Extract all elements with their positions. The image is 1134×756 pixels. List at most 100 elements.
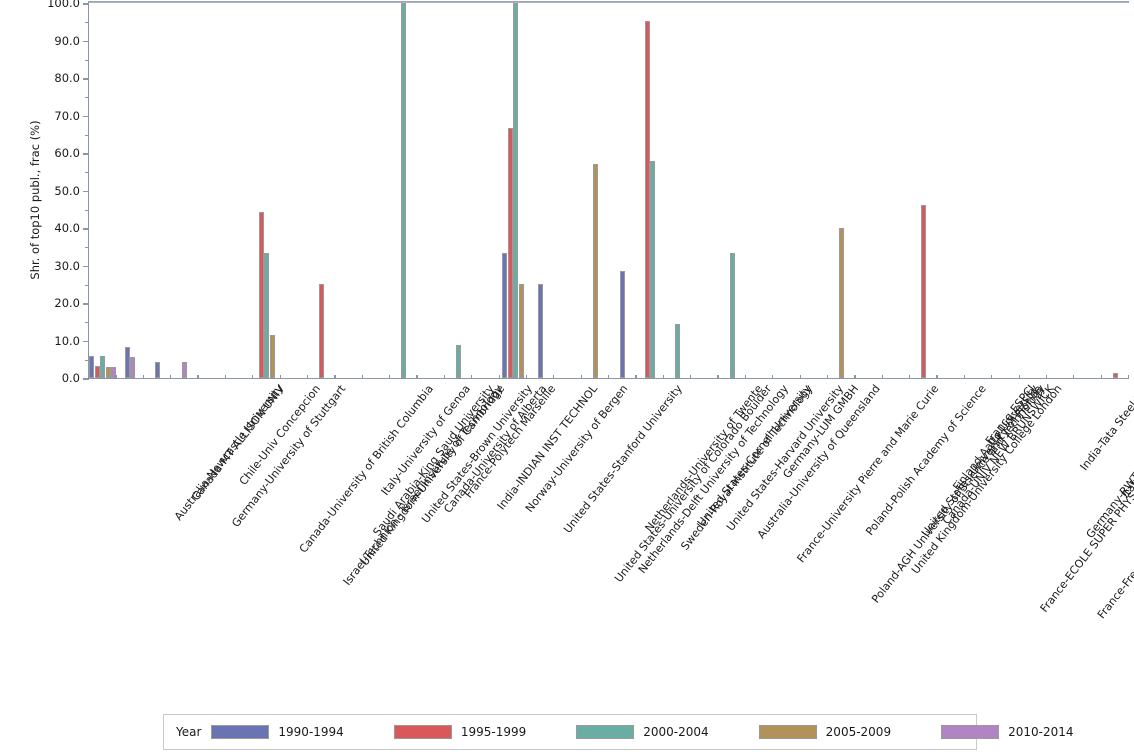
bar[interactable] [130, 357, 136, 378]
x-tick [826, 375, 829, 379]
bar[interactable] [182, 361, 188, 378]
bar-group [801, 4, 828, 378]
legend-label: 1995-1999 [460, 725, 527, 739]
bar[interactable] [839, 228, 845, 378]
bar[interactable] [455, 344, 461, 378]
bar-group [527, 4, 554, 378]
bar-group [1047, 4, 1074, 378]
y-axis-title-text: Shr. of top10 publ., frac (%) [28, 120, 42, 280]
bar-group [1074, 4, 1101, 378]
legend-title: Year [176, 725, 202, 739]
bar-group [609, 4, 636, 378]
bar-group [500, 3, 527, 378]
bar[interactable] [154, 362, 160, 378]
y-tick-label: 70.0 [54, 108, 80, 123]
bar[interactable] [105, 366, 111, 378]
bar-group [363, 4, 390, 378]
x-tick [389, 375, 391, 379]
x-tick [361, 375, 363, 379]
legend-label: 1990-1994 [278, 725, 344, 739]
bar[interactable] [269, 334, 275, 378]
bar[interactable] [100, 355, 106, 378]
y-tick-mark-minor [85, 322, 89, 324]
legend-label: 2010-2014 [1008, 725, 1074, 739]
bar-group [445, 4, 472, 378]
bar[interactable] [264, 253, 270, 378]
y-tick-mark [83, 153, 89, 155]
y-tick-label: 60.0 [54, 146, 80, 160]
bar[interactable] [513, 3, 519, 378]
y-tick-mark [83, 190, 89, 193]
x-tick [553, 375, 555, 379]
y-tick-mark [83, 78, 89, 80]
bar[interactable] [729, 253, 735, 378]
bar-group [417, 4, 444, 378]
bar[interactable] [592, 164, 598, 378]
y-tick-mark-minor [85, 22, 89, 24]
x-tick [963, 375, 965, 379]
bar-group [554, 4, 581, 378]
legend-entry[interactable]: 1990-1994 [211, 725, 389, 739]
x-tick [881, 375, 883, 379]
x-tick [252, 375, 254, 379]
bar[interactable] [94, 366, 100, 378]
x-tick [690, 375, 692, 379]
bar-group [308, 4, 335, 378]
bar-group [472, 4, 499, 378]
y-tick-mark-minor [85, 359, 89, 361]
x-tick [1100, 375, 1102, 379]
x-tick [772, 375, 774, 379]
x-tick [1128, 375, 1130, 379]
x-tick [608, 375, 610, 379]
x-tick [635, 375, 637, 379]
bar[interactable] [538, 284, 544, 378]
x-tick [142, 375, 144, 379]
legend-entry[interactable]: 2010-2014 [941, 725, 1119, 739]
legend-entry[interactable]: 2005-2009 [758, 725, 937, 739]
bar[interactable] [519, 284, 525, 378]
y-tick-mark [83, 303, 89, 305]
x-tick [662, 375, 664, 379]
legend-entry[interactable]: 2000-2004 [576, 725, 754, 739]
bar-group [965, 4, 992, 378]
bar[interactable] [124, 346, 130, 378]
x-tick [88, 375, 90, 379]
bar[interactable] [1112, 373, 1118, 378]
y-axis-title: Shr. of top10 publ., frac (%) [6, 0, 42, 279]
bar-group [281, 4, 308, 378]
y-tick-label: 90.0 [54, 33, 80, 48]
bar[interactable] [89, 355, 95, 378]
x-tick [498, 375, 500, 379]
y-tick-mark [83, 3, 89, 5]
bar-group [746, 4, 773, 378]
bar[interactable] [502, 253, 508, 378]
y-tick-mark [83, 228, 89, 230]
legend-entry[interactable]: 1995-1999 [393, 725, 572, 739]
bar-group [1020, 4, 1047, 378]
bar[interactable] [258, 212, 264, 378]
bar-group [855, 4, 882, 378]
bar[interactable] [620, 270, 626, 378]
bar[interactable] [319, 284, 325, 378]
bar[interactable] [650, 160, 656, 378]
bar[interactable] [401, 3, 407, 378]
bar[interactable] [507, 127, 513, 378]
bar-group [198, 4, 225, 378]
y-tick-mark [83, 340, 89, 343]
y-tick-mark-minor [85, 59, 89, 61]
x-tick [334, 375, 336, 379]
x-tick [991, 375, 993, 379]
bar-group [883, 4, 910, 378]
bar-group [335, 4, 362, 378]
bar[interactable] [921, 204, 927, 378]
y-tick-label: 50.0 [54, 183, 80, 198]
y-tick-label: 10.0 [54, 333, 80, 348]
bar-group [718, 4, 745, 378]
y-tick-label: 100.0 [47, 0, 80, 10]
y-tick-label: 40.0 [54, 221, 80, 235]
bar[interactable] [644, 21, 650, 378]
x-tick [115, 375, 117, 379]
bar[interactable] [674, 324, 680, 378]
bar-group [910, 4, 937, 378]
plot-area: 0.0 10.0 20.0 30.0 40.0 50.0 60.0 70.0 80.0 90.0 1… [47, 0, 1128, 385]
